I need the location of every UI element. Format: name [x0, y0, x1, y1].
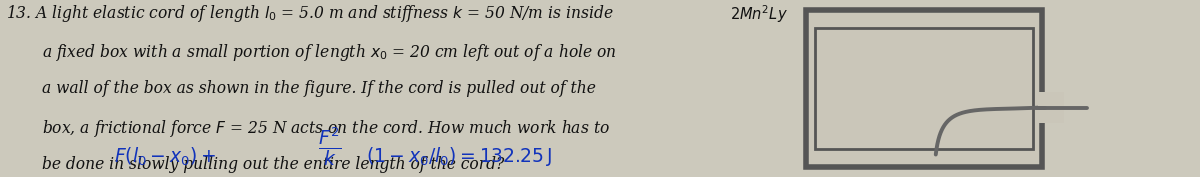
Text: 13. A light elastic cord of length $l_0$ = 5.0 m and stiffness $k$ = 50 N/m is i: 13. A light elastic cord of length $l_0$…	[6, 4, 613, 24]
Text: $F(l_0-x_0)+$: $F(l_0-x_0)+$	[114, 146, 216, 169]
Text: a fixed box with a small portion of length $x_0$ = 20 cm left out of a hole on: a fixed box with a small portion of leng…	[42, 42, 617, 63]
Text: $\dfrac{F^2}{k}$: $\dfrac{F^2}{k}$	[318, 126, 341, 169]
Text: box, a frictional force $F$ = 25 N acts on the cord. How much work has to: box, a frictional force $F$ = 25 N acts …	[42, 118, 610, 139]
Bar	[815, 28, 1033, 149]
Bar	[806, 10, 1042, 167]
Bar	[1038, 92, 1064, 123]
Text: $2Mn^2Ly$: $2Mn^2Ly$	[730, 4, 787, 25]
Text: $(1-x_0/l_0)=132.25\,\mathrm{J}$: $(1-x_0/l_0)=132.25\,\mathrm{J}$	[366, 145, 552, 169]
Text: a wall of the box as shown in the figure. If the cord is pulled out of the: a wall of the box as shown in the figure…	[42, 80, 596, 97]
Text: be done in slowly pulling out the entire length of the cord?: be done in slowly pulling out the entire…	[42, 156, 504, 173]
